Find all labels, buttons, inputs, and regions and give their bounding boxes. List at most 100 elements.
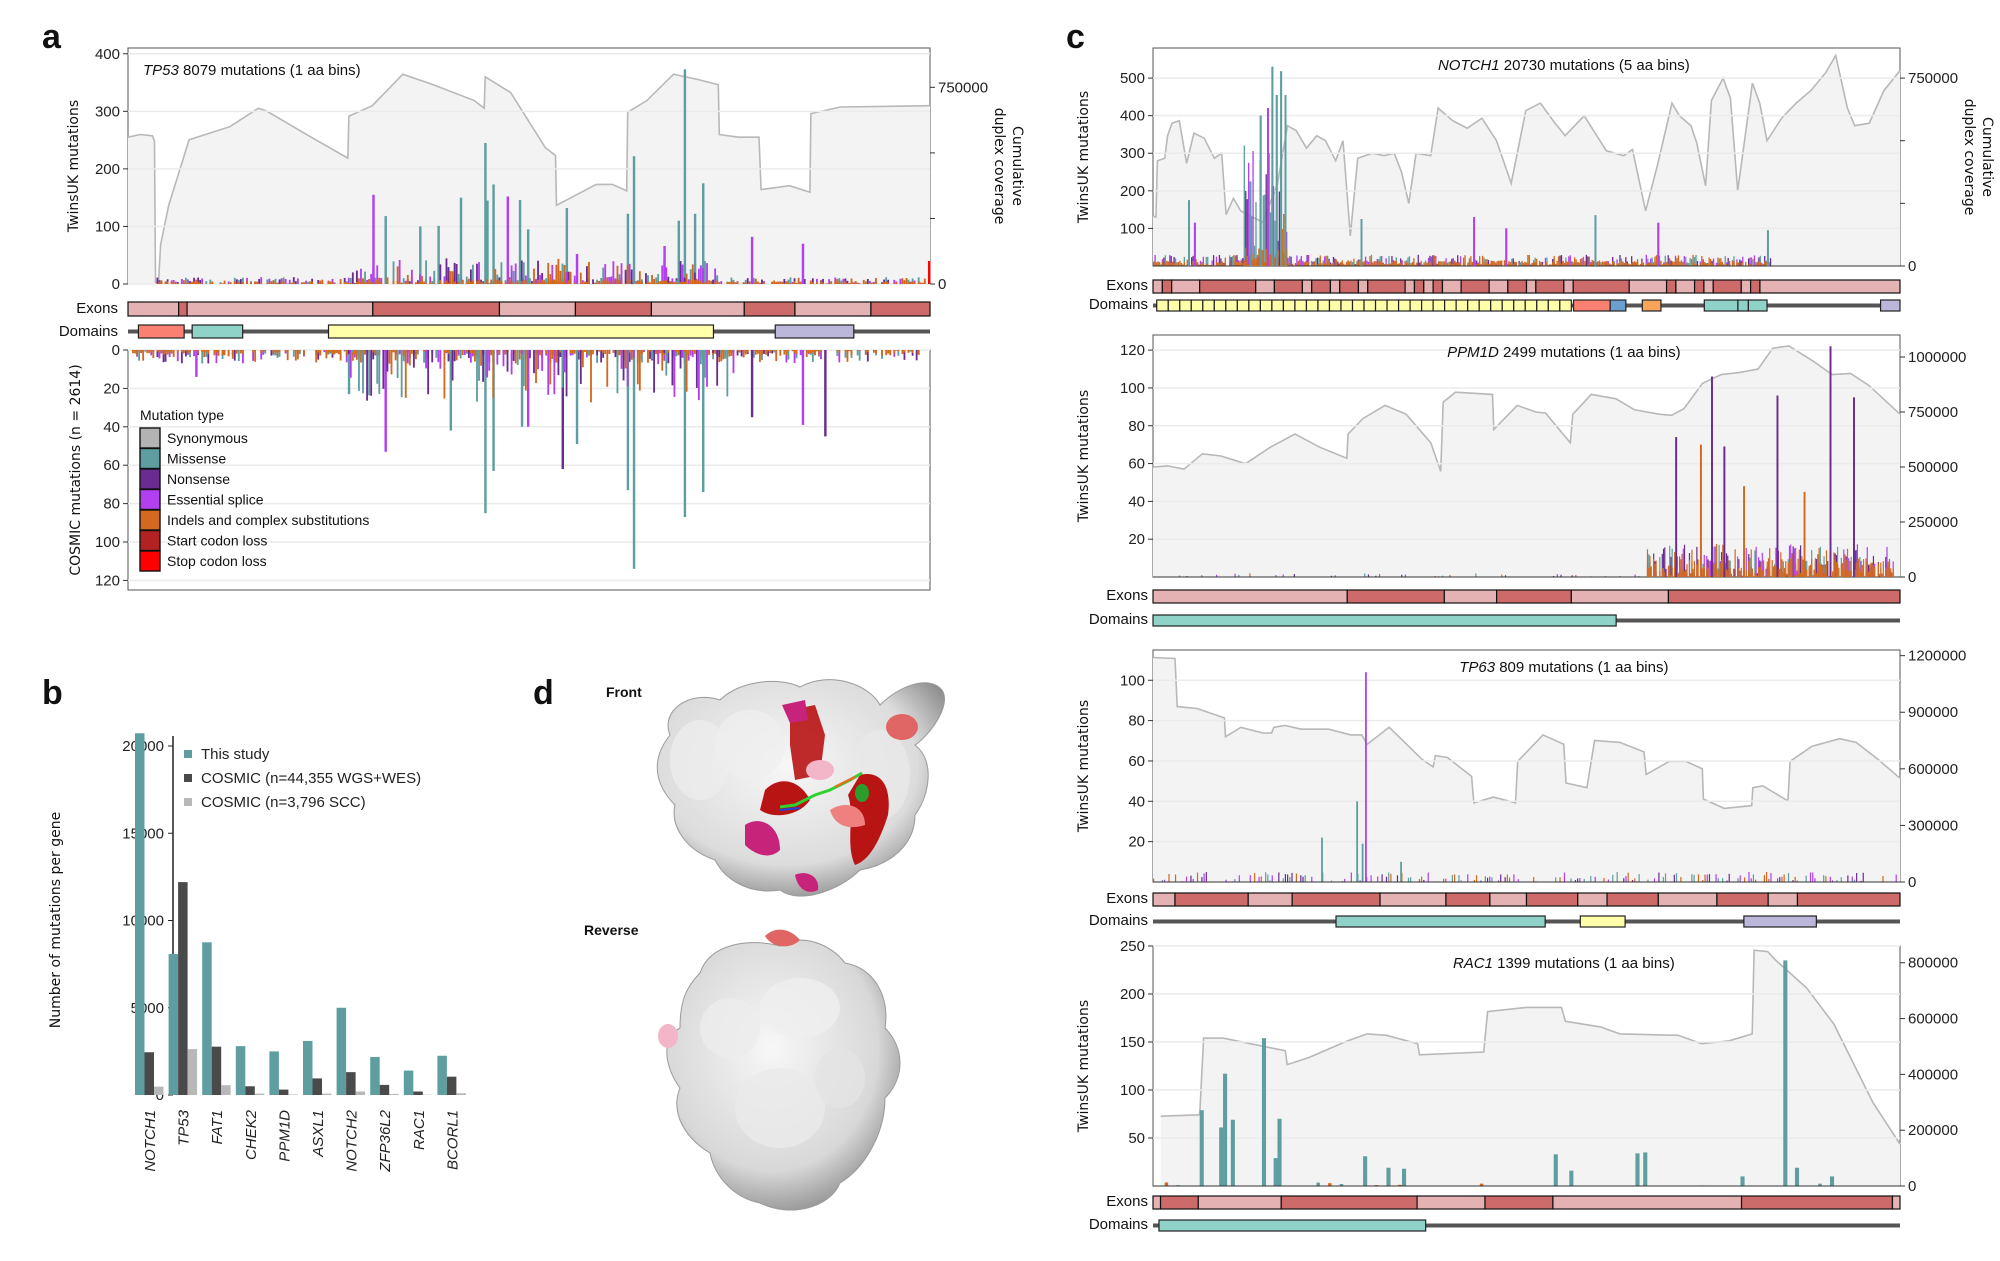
mutation-bar xyxy=(638,271,641,284)
mutation-bar xyxy=(1723,264,1725,266)
mutation-bar xyxy=(1478,261,1481,266)
coverage-area xyxy=(128,74,930,284)
mutation-bar xyxy=(1620,264,1623,266)
mutation-bar xyxy=(1836,880,1838,882)
mutation-bar xyxy=(1391,262,1393,266)
mutation-bar xyxy=(1648,262,1650,266)
mutation-bar xyxy=(184,350,187,357)
mutation-bar xyxy=(1173,263,1175,266)
mutation-bar xyxy=(349,283,352,284)
mutation-bar xyxy=(439,350,442,369)
mutation-bar xyxy=(219,283,222,284)
mutation-bar xyxy=(893,283,896,284)
mutation-bar xyxy=(319,350,322,354)
mutation-bar xyxy=(1686,262,1688,266)
mutation-bar xyxy=(667,350,670,353)
mutation-bar xyxy=(1690,258,1693,266)
mutation-bar xyxy=(425,260,428,284)
exon-segment xyxy=(1247,892,1293,907)
mutation-bar xyxy=(1240,259,1243,266)
mutation-bar xyxy=(1385,264,1387,266)
mutation-bar xyxy=(1483,262,1485,266)
mutation-bar xyxy=(1716,569,1718,577)
mutation-bar xyxy=(537,260,539,284)
mutation-bar xyxy=(1620,258,1623,266)
mutation-bar xyxy=(679,261,682,284)
mutation-bar xyxy=(1717,262,1719,266)
mutation-bar xyxy=(1661,567,1663,577)
mutation-bar xyxy=(219,282,222,284)
mutation-bar xyxy=(1783,567,1786,577)
mutation-bar xyxy=(1390,873,1392,882)
mutation-bar xyxy=(655,277,658,284)
mutation-bar xyxy=(1678,566,1681,577)
mutation-bar xyxy=(1646,563,1649,577)
mutation-bar xyxy=(1332,261,1335,266)
mutation-bar xyxy=(1823,556,1825,577)
mutation-bar xyxy=(1838,567,1840,577)
mutation-bar xyxy=(1492,260,1494,266)
mutation-bar xyxy=(828,283,831,284)
exon-segment xyxy=(1346,589,1445,604)
mutation-bar xyxy=(1885,556,1887,577)
mutation-bar xyxy=(1662,548,1665,577)
exon-segment xyxy=(1675,279,1696,294)
mutation-bar xyxy=(602,279,605,284)
mutation-bar xyxy=(1215,256,1218,266)
mutation-bar xyxy=(421,276,423,284)
mutation-bar xyxy=(1300,262,1302,266)
mutation-bar xyxy=(1686,564,1688,577)
mutation-bar xyxy=(616,279,619,284)
mutation-bar xyxy=(1497,880,1500,882)
domain-box xyxy=(1156,299,1169,312)
mutation-peak-bar xyxy=(486,200,489,284)
mutation-bar xyxy=(1774,565,1776,577)
mutation-bar xyxy=(280,281,283,284)
mutation-bar xyxy=(400,282,403,284)
mutation-bar xyxy=(1794,876,1796,882)
mutation-bar xyxy=(1287,257,1289,266)
mutation-bar xyxy=(504,282,507,284)
mutation-bar xyxy=(1401,260,1403,266)
mutation-bar xyxy=(1335,259,1338,266)
mutation-bar xyxy=(1661,553,1663,577)
mutation-bar xyxy=(1720,262,1722,266)
mutation-bar xyxy=(241,350,244,354)
mutation-bar xyxy=(1397,264,1399,266)
mutation-bar xyxy=(376,279,379,284)
mutation-bar xyxy=(1246,199,1248,266)
mutation-bar xyxy=(1161,879,1163,882)
mutation-bar xyxy=(180,350,183,364)
mutation-bar xyxy=(563,265,566,284)
mutation-bar xyxy=(1445,263,1447,266)
domain-box xyxy=(1490,299,1503,312)
mutation-bar xyxy=(1660,260,1662,266)
mutation-bar xyxy=(1176,262,1178,266)
mutation-bar xyxy=(288,279,291,284)
mutation-bar xyxy=(885,281,888,284)
mutation-bar xyxy=(368,280,371,284)
mutation-bar xyxy=(1707,262,1709,266)
mutation-bar xyxy=(675,350,678,357)
domain-box xyxy=(1409,299,1423,312)
coverage-line xyxy=(127,73,931,284)
mutation-bar xyxy=(209,282,212,284)
mutation-peak-bar xyxy=(1766,230,1769,266)
mutation-bar xyxy=(439,280,442,284)
mutation-bar xyxy=(875,350,877,354)
mutation-bar xyxy=(1330,575,1332,577)
mutation-bar xyxy=(317,280,320,284)
mutation-bar xyxy=(510,350,513,375)
exon-segment xyxy=(1161,279,1173,294)
mutation-bar xyxy=(761,279,763,284)
mutation-bar xyxy=(1255,202,1257,266)
mutation-bar xyxy=(1736,262,1738,266)
mutation-bar xyxy=(756,281,759,284)
y2-tick-label: 0 xyxy=(1908,258,1916,275)
mutation-bar xyxy=(292,282,295,284)
mutation-bar xyxy=(1739,571,1741,577)
y2-tick-label: 900000 xyxy=(1908,704,1958,721)
mutation-bar xyxy=(716,280,719,284)
mutation-bar xyxy=(235,283,238,284)
